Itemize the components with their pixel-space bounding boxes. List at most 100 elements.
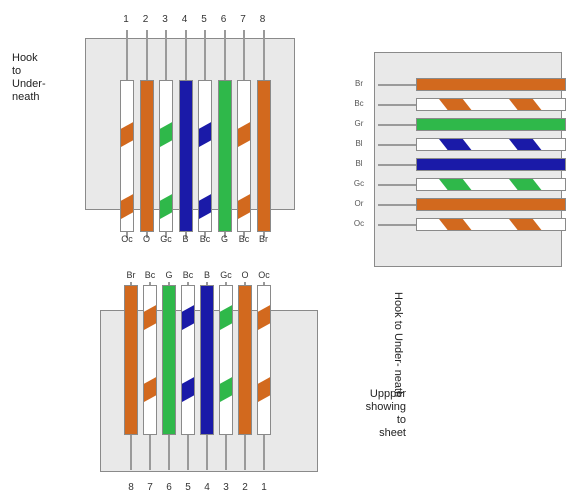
wire-code: Oc (258, 270, 270, 280)
wire (139, 80, 154, 232)
wire-stripe (144, 376, 156, 402)
pin-number: 8 (128, 482, 134, 493)
pin-number: 1 (123, 14, 129, 25)
pin-number: 2 (142, 14, 149, 25)
wire-lead (263, 435, 265, 470)
pin-number: 6 (166, 482, 172, 493)
pin-number: 5 (185, 482, 191, 493)
connector-bottom-label: Uppper showing to sheet (334, 388, 406, 440)
wire (416, 178, 566, 191)
wire-code: G (165, 270, 173, 280)
wire (416, 98, 566, 111)
row-label: Bc (354, 99, 364, 108)
wire-stripe (509, 139, 543, 150)
wire-stripe (258, 304, 270, 330)
wire (256, 80, 271, 232)
wire-lead (149, 282, 151, 285)
wire-lead (378, 204, 416, 206)
wire-stripe (182, 304, 194, 330)
pin-number: 1 (261, 482, 267, 493)
wire-stripe (160, 121, 172, 147)
wire-lead (206, 435, 208, 470)
wire-lead (223, 30, 226, 80)
wire-lead (130, 435, 132, 470)
wire-stripe (238, 193, 250, 219)
pin-number: 8 (259, 14, 266, 25)
label-line: Under- (392, 333, 404, 367)
wire-code: B (182, 234, 189, 244)
wire-stripe (509, 99, 543, 110)
wire (237, 80, 251, 232)
label-line: neath (12, 91, 40, 103)
label-line: sheet (379, 427, 406, 439)
wire-lead (187, 282, 189, 285)
wire-lead (262, 30, 265, 80)
label-line: Under- (12, 78, 46, 90)
wire-stripe (199, 121, 211, 147)
wire (159, 80, 173, 232)
wire (200, 285, 214, 435)
pin-number: 3 (162, 14, 168, 25)
wire-lead (184, 30, 187, 80)
wire-code: Br (259, 234, 268, 244)
wire (162, 285, 176, 435)
wire-lead (130, 282, 132, 285)
wire-lead (204, 30, 206, 80)
label-line: Uppper (369, 388, 406, 400)
wire-lead (243, 232, 245, 238)
pin-number: 7 (240, 14, 246, 25)
wire (181, 285, 195, 435)
wire-lead (378, 144, 416, 146)
wire-lead (225, 282, 227, 285)
wire-code: Gc (160, 234, 172, 244)
wire-stripe (220, 304, 232, 330)
wire-code: Gc (220, 270, 232, 280)
wire-lead (145, 30, 148, 80)
row-label: Bl (355, 139, 363, 148)
pin-number: 7 (147, 482, 153, 493)
label-line: to (12, 65, 22, 77)
wire-lead (378, 164, 416, 166)
wire (416, 78, 566, 91)
connector-bottom-side-label: Hook to Under- neath (391, 292, 404, 397)
wire (416, 138, 566, 151)
label-line: Hook (12, 52, 38, 64)
wire-stripe (199, 193, 211, 219)
wire-lead (187, 435, 189, 470)
pin-number: 4 (181, 14, 188, 25)
wire (416, 218, 566, 231)
wire-code: Br (126, 270, 136, 280)
row-label: Gr (354, 119, 364, 128)
wire-lead (378, 104, 416, 106)
wire-stripe (121, 193, 133, 219)
wire (238, 285, 252, 435)
label-line: to (392, 320, 404, 330)
wire-code: Bc (199, 234, 211, 244)
wire-lead (168, 435, 170, 470)
wire (416, 198, 566, 211)
connector-top-left-label: Hook to Under- neath (12, 52, 46, 104)
wire-lead (378, 224, 416, 226)
wire-code: Bc (238, 234, 250, 244)
pin-number: 4 (204, 482, 210, 493)
wire-stripe (182, 376, 194, 402)
wire-lead (168, 282, 170, 285)
wire-stripe (439, 179, 473, 190)
wire-stripe (220, 376, 232, 402)
wire-lead (262, 232, 265, 238)
wire-stripe (439, 139, 473, 150)
row-label: Oc (353, 219, 365, 228)
wire-stripe (439, 219, 473, 230)
pin-number: 2 (242, 482, 248, 493)
wire-lead (184, 232, 187, 238)
wire-stripe (439, 99, 473, 110)
wire-code: G (220, 234, 228, 244)
wire-lead (243, 30, 245, 80)
wire-lead (378, 84, 416, 86)
wire-stripe (121, 121, 133, 147)
wire (124, 285, 138, 435)
wire (178, 80, 193, 232)
wire (217, 80, 232, 232)
row-label: Or (354, 199, 364, 208)
wire-lead (165, 30, 167, 80)
